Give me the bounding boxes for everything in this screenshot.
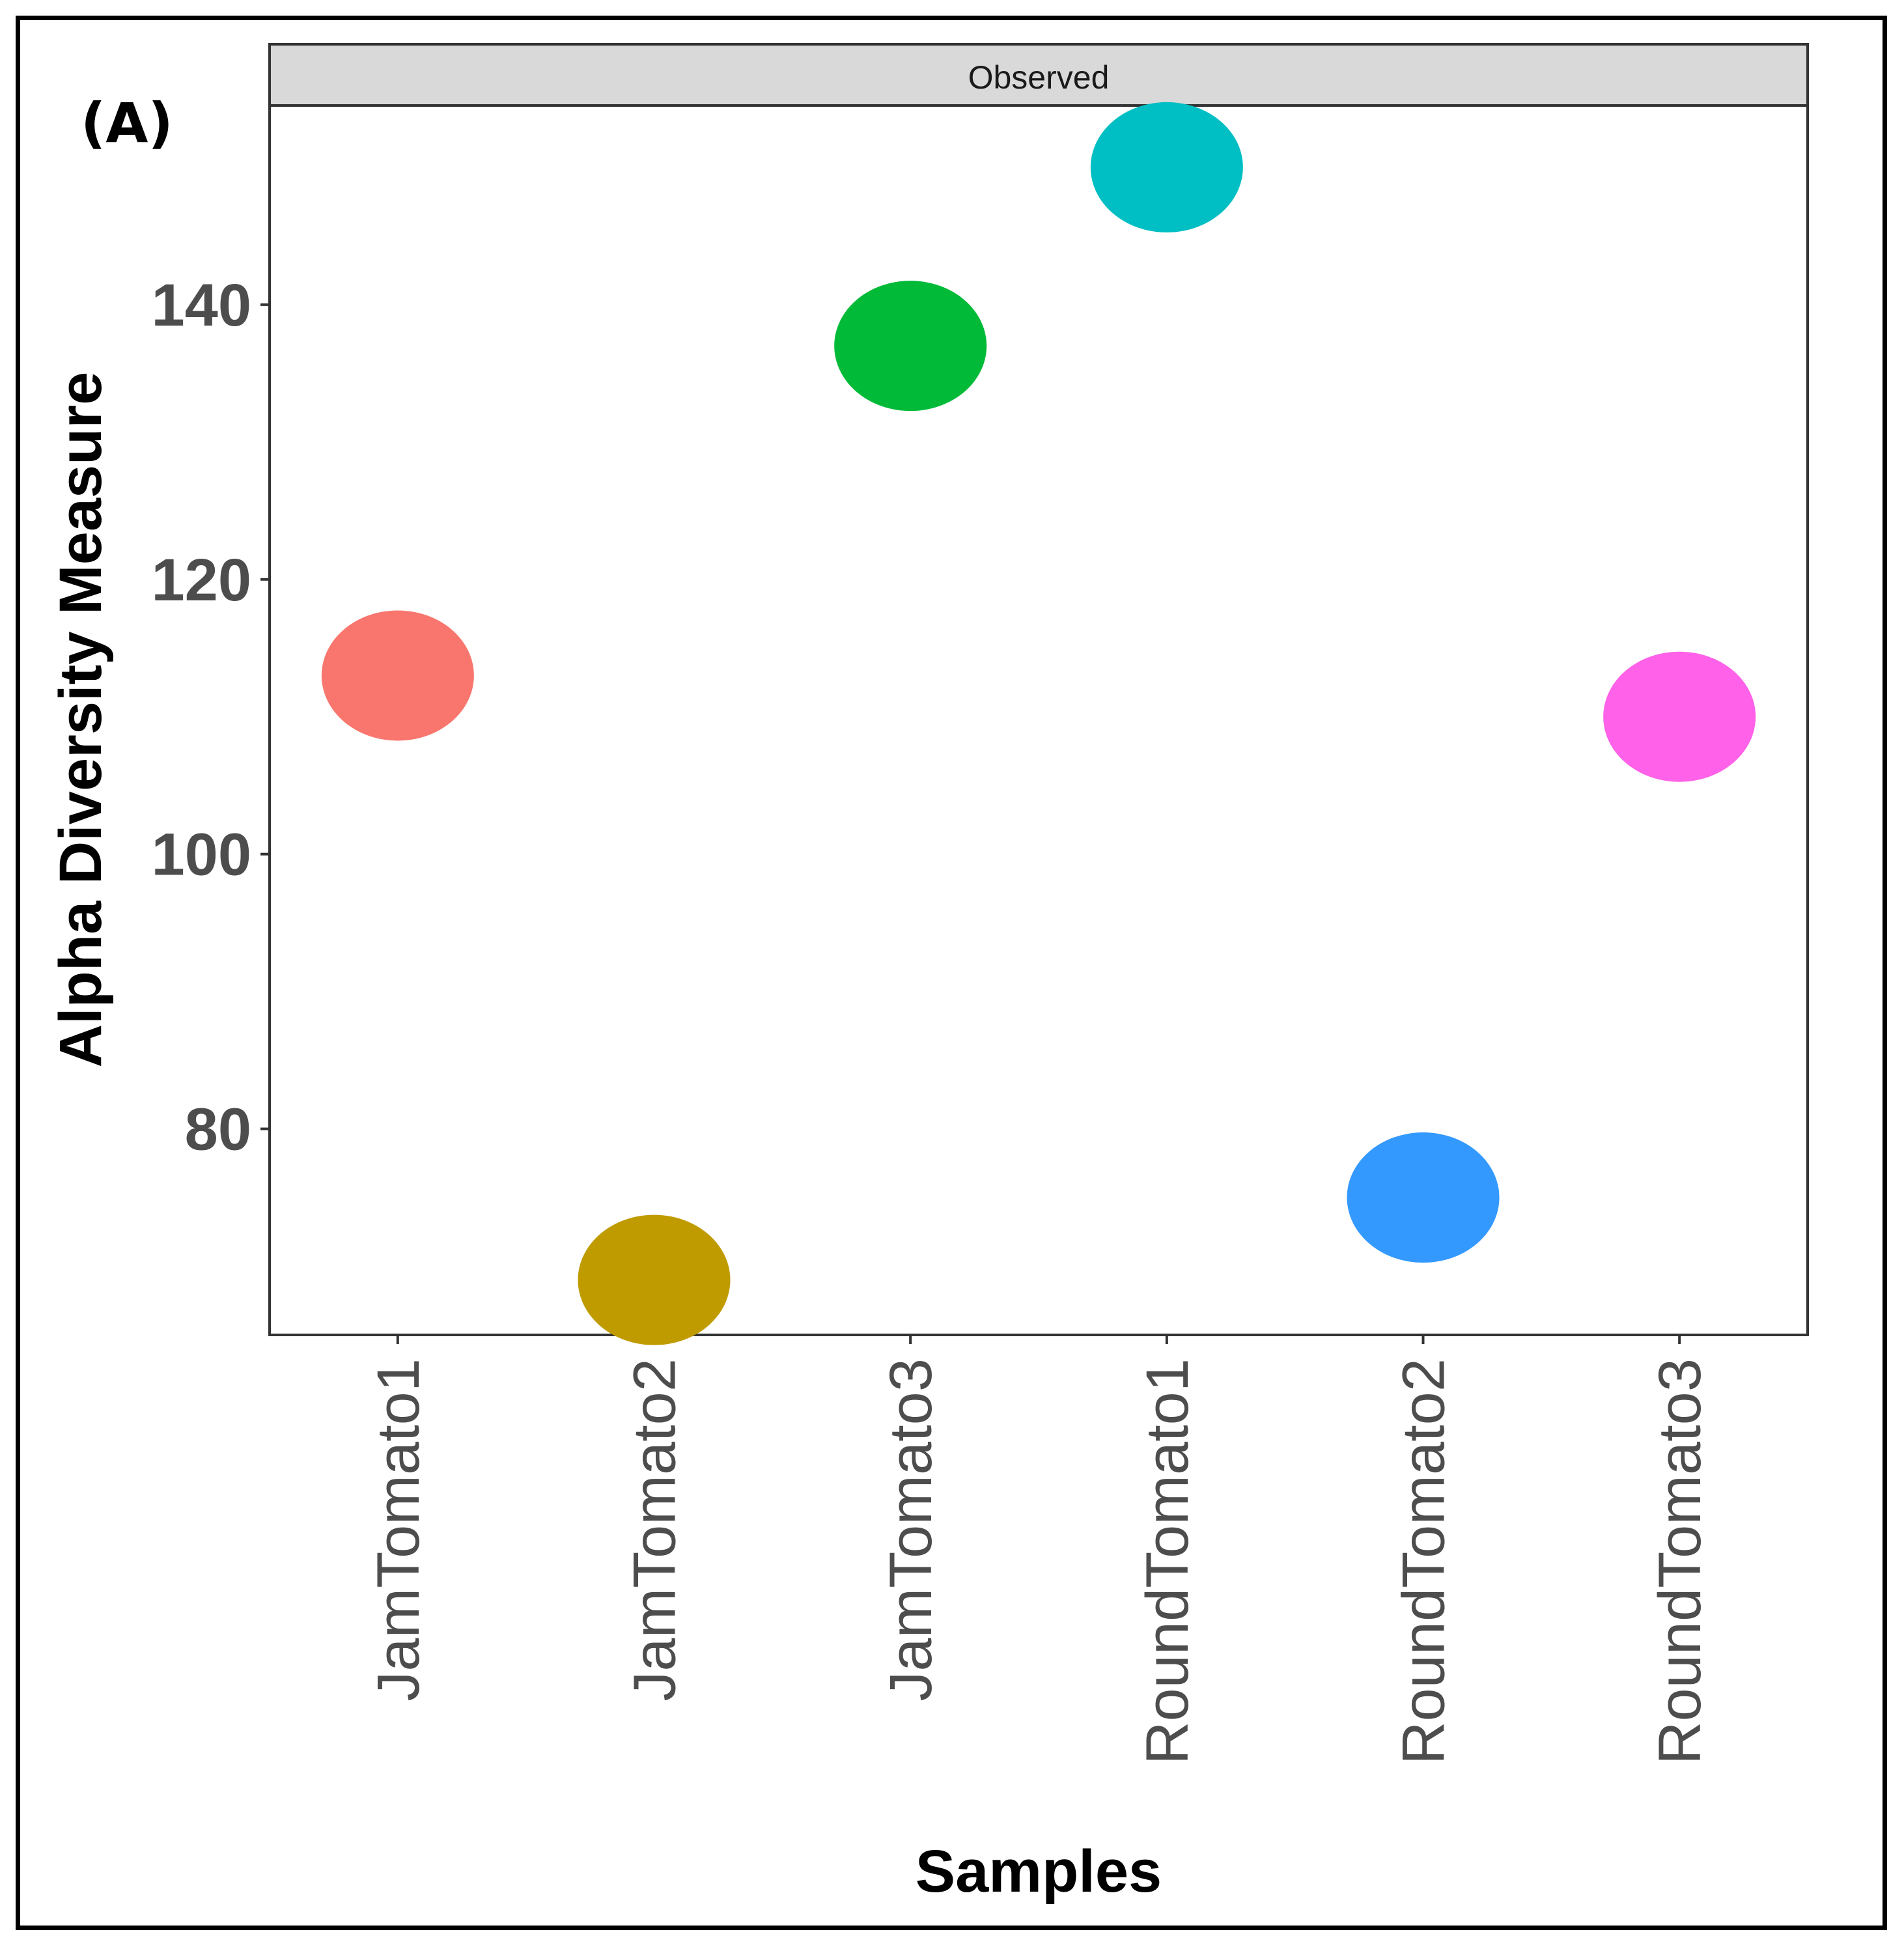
x-tick-label: RoundTomato2 [1391,1358,1457,1765]
x-axis: JamTomato1 JamTomato2 JamTomato3 RoundTomat… [365,1335,1713,1765]
point-roundtomato2 [1347,1132,1500,1263]
point-roundtomato1 [1090,102,1243,232]
facet-strip-label: Observed [968,59,1110,96]
x-tick-label: RoundTomato3 [1647,1358,1713,1765]
x-tick-label: RoundTomato1 [1134,1358,1201,1765]
y-tick-label: 100 [152,822,252,888]
point-roundtomato3 [1603,651,1756,782]
facet-strip [268,43,1809,107]
y-tick-label: 140 [152,272,252,339]
x-tick-label: JamTomato1 [365,1358,432,1702]
point-jamtomato1 [321,610,474,741]
x-tick-label: JamTomato3 [878,1358,944,1702]
plot-panel [268,104,1809,1336]
y-tick-label: 120 [152,547,252,613]
y-axis: 80 100 120 140 [152,272,270,1163]
y-tick-label: 80 [185,1097,251,1163]
data-points [321,102,1756,1345]
x-axis-title: Samples [916,1838,1162,1905]
panel-label: (A) [81,91,173,155]
x-tick-label: JamTomato2 [622,1358,688,1702]
point-jamtomato3 [834,281,987,412]
y-axis-title: Alpha Diversity Measure [48,372,114,1068]
point-jamtomato2 [578,1214,731,1345]
